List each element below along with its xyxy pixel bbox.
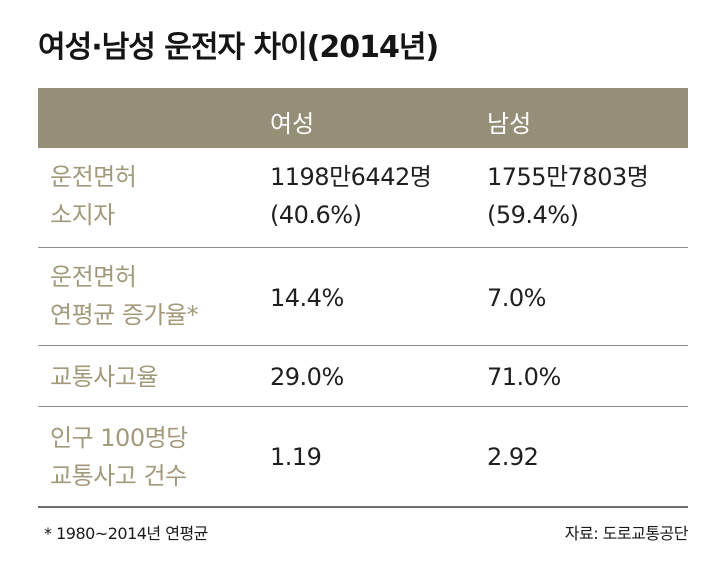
cell-female-accident-rate: 29.0% bbox=[270, 363, 344, 391]
cell-value: 1755만7803명 bbox=[487, 163, 649, 191]
row-label-line: 인구 100명당 bbox=[50, 424, 188, 452]
table-header-band bbox=[38, 88, 688, 148]
cell-value: (59.4%) bbox=[487, 201, 579, 229]
row-label-accident-rate: 교통사고율 bbox=[50, 363, 158, 391]
chart-title: 여성·남성 운전자 차이(2014년) bbox=[38, 30, 439, 65]
row-label-line: 교통사고 건수 bbox=[50, 462, 187, 490]
cell-male-license-holders: 1755만7803명 (59.4%) bbox=[487, 158, 649, 234]
header-female: 여성 bbox=[270, 110, 315, 138]
row-divider bbox=[38, 247, 688, 248]
row-divider bbox=[38, 406, 688, 407]
row-divider bbox=[38, 345, 688, 346]
row-label-license-growth: 운전면허 연평균 증가율* bbox=[50, 258, 199, 334]
cell-female-accidents-per-100: 1.19 bbox=[270, 443, 322, 471]
row-label-line: 소지자 bbox=[50, 201, 115, 229]
cell-male-license-growth: 7.0% bbox=[487, 284, 546, 312]
cell-male-accidents-per-100: 2.92 bbox=[487, 443, 539, 471]
row-label-line: 연평균 증가율* bbox=[50, 301, 199, 329]
table-bottom-rule bbox=[38, 506, 688, 508]
source-note: 자료: 도로교통공단 bbox=[564, 524, 689, 543]
row-label-line: 운전면허 bbox=[50, 163, 137, 191]
row-label-license-holders: 운전면허 소지자 bbox=[50, 158, 137, 234]
row-label-accidents-per-100: 인구 100명당 교통사고 건수 bbox=[50, 419, 188, 495]
cell-female-license-holders: 1198만6442명 (40.6%) bbox=[270, 158, 432, 234]
row-label-line: 운전면허 bbox=[50, 263, 137, 291]
cell-male-accident-rate: 71.0% bbox=[487, 363, 561, 391]
cell-value: (40.6%) bbox=[270, 201, 362, 229]
cell-value: 1198만6442명 bbox=[270, 163, 432, 191]
header-male: 남성 bbox=[487, 110, 532, 138]
footnote: * 1980~2014년 연평균 bbox=[44, 524, 208, 543]
cell-female-license-growth: 14.4% bbox=[270, 284, 344, 312]
